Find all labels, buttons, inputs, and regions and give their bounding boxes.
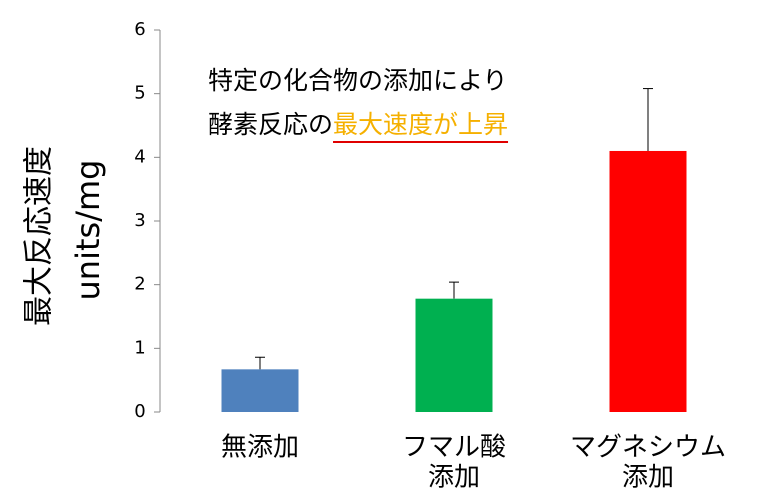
x-tick-label: 添加 xyxy=(622,463,674,493)
bar xyxy=(221,369,299,412)
x-tick-label: フマル酸 xyxy=(402,433,506,463)
bar xyxy=(609,150,687,412)
annotation-text: 酵素反応の xyxy=(208,110,333,139)
y-tick-label: 1 xyxy=(134,337,145,358)
y-axis-label: 最大反応速度 xyxy=(22,146,57,326)
annotation: 特定の化合物の添加により xyxy=(208,66,508,95)
y-tick-label: 2 xyxy=(134,274,145,295)
y-tick-label: 5 xyxy=(134,83,145,104)
y-tick-label: 4 xyxy=(134,146,145,167)
x-tick-label: マグネシウム xyxy=(570,433,726,463)
x-tick-label: 無添加 xyxy=(221,433,299,463)
x-tick-label: 添加 xyxy=(428,463,480,493)
y-tick-label: 6 xyxy=(134,19,145,40)
y-axis-label: units/mg xyxy=(69,160,107,301)
y-tick-label: 0 xyxy=(134,401,145,422)
y-tick-label: 3 xyxy=(134,210,145,231)
annotation-highlight: 最大速度が上昇 xyxy=(333,110,508,139)
bar xyxy=(415,298,493,412)
annotation: 酵素反応の最大速度が上昇 xyxy=(208,110,508,139)
